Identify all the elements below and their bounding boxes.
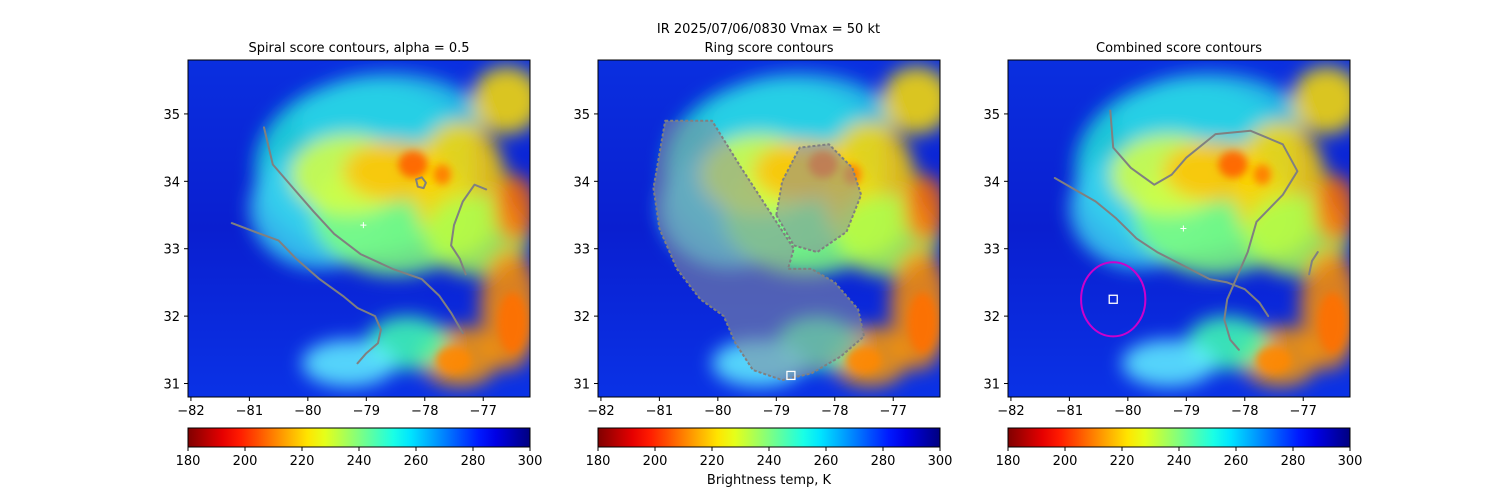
y-tick-label: 32: [573, 310, 590, 325]
ring-contour-region-1: [652, 119, 865, 382]
brightness-temp-image: [188, 60, 530, 397]
contour-line-3: [450, 183, 488, 276]
colorbar-tick-label: 220: [1110, 454, 1135, 469]
colorbar-gradient: [187, 427, 531, 448]
y-tick-label: 32: [983, 310, 1000, 325]
panel-title: Spiral score contours, alpha = 0.5: [248, 41, 469, 56]
y-tick-label: 34: [163, 175, 180, 190]
contour-line-2: [263, 126, 464, 334]
x-tick-label: −80: [294, 404, 321, 419]
y-tick-label: 31: [573, 378, 590, 393]
panel-2: Ring score contours −82 −81 −80 −79 −78 −77 31 3…: [573, 41, 941, 419]
x-tick-label: −78: [411, 404, 438, 419]
y-tick-label: 31: [163, 378, 180, 393]
colorbar-gradient: [597, 427, 941, 448]
colorbar-tick-label: 280: [871, 454, 896, 469]
x-tick-label: −80: [704, 404, 731, 419]
colorbar-tick-label: 200: [643, 454, 668, 469]
y-tick-label: 35: [573, 108, 590, 123]
colorbar-tick-label: 200: [1053, 454, 1078, 469]
x-tick-label: −81: [236, 404, 263, 419]
colorbar-tick-label: 180: [176, 454, 201, 469]
y-tick-label: 31: [983, 378, 1000, 393]
x-tick-label: −82: [997, 404, 1024, 419]
center-square-marker: [1108, 294, 1118, 304]
contour-line-3: [1308, 251, 1319, 276]
x-tick-label: −78: [1231, 404, 1258, 419]
x-tick-label: −78: [821, 404, 848, 419]
contour-line-1: [1053, 177, 1270, 318]
y-tick-label: 35: [163, 108, 180, 123]
x-tick-label: −77: [1290, 404, 1317, 419]
colorbar-tick-label: 300: [1338, 454, 1363, 469]
y-tick-label: 33: [163, 243, 180, 258]
colorbar-tick-label: 240: [347, 454, 372, 469]
y-tick-label: 34: [573, 175, 590, 190]
contour-line-2: [1109, 109, 1299, 351]
colorbar: 180 200 220 240 260 280 300: [996, 427, 1363, 469]
panel-title: Ring score contours: [704, 41, 833, 56]
brightness-temp-image: [1008, 60, 1350, 397]
search-radius-circle: [1080, 261, 1147, 338]
y-tick-label: 32: [163, 310, 180, 325]
colorbar-tick-label: 220: [290, 454, 315, 469]
colorbar-tick-label: 180: [586, 454, 611, 469]
contour-line-4: [415, 176, 427, 190]
colorbar-tick-label: 260: [814, 454, 839, 469]
x-tick-label: −79: [763, 404, 790, 419]
colorbar-tick-label: 260: [404, 454, 429, 469]
x-tick-label: −81: [1056, 404, 1083, 419]
colorbar-tick-label: 260: [1224, 454, 1249, 469]
x-tick-label: −82: [587, 404, 614, 419]
colorbar-tick-label: 220: [700, 454, 725, 469]
contour-line-1: [230, 222, 382, 365]
axes-frame: [1007, 59, 1351, 398]
colorbar-tick-label: 280: [1281, 454, 1306, 469]
x-tick-label: −79: [1173, 404, 1200, 419]
axes-frame: [597, 59, 941, 398]
colorbar-tick-label: 200: [233, 454, 258, 469]
panel-title: Combined score contours: [1096, 41, 1262, 56]
x-tick-label: −79: [353, 404, 380, 419]
x-tick-label: −81: [646, 404, 673, 419]
figure-suptitle: IR 2025/07/06/0830 Vmax = 50 kt: [656, 22, 881, 37]
colorbar-label: Brightness temp, K: [707, 473, 832, 488]
colorbar-gradient: [1007, 427, 1351, 448]
center-square-marker: [786, 370, 796, 381]
colorbar-tick-label: 180: [996, 454, 1021, 469]
x-tick-label: −77: [470, 404, 497, 419]
colorbar-tick-label: 280: [461, 454, 486, 469]
panel-3: Combined score contours −82 −81 −80 −79 −78 −7…: [983, 41, 1351, 419]
x-tick-label: −80: [1114, 404, 1141, 419]
colorbar-tick-label: 300: [928, 454, 953, 469]
center-plus-marker: [360, 222, 367, 229]
center-plus-marker: [1180, 225, 1187, 232]
y-tick-label: 35: [983, 108, 1000, 123]
colorbar-tick-label: 300: [518, 454, 543, 469]
colorbar: 180 200 220 240 260 280 300: [176, 427, 543, 469]
colorbar-tick-label: 240: [1167, 454, 1192, 469]
axes-frame: [187, 59, 531, 398]
colorbar: 180 200 220 240 260 280 300 Brightness temp, K: [586, 427, 953, 488]
y-tick-label: 34: [983, 175, 1000, 190]
ring-contour-region-2: [775, 143, 863, 254]
x-tick-label: −82: [177, 404, 204, 419]
panel-1: Spiral score contours, alpha = 0.5 −82 −81…: [163, 41, 531, 419]
x-tick-label: −77: [880, 404, 907, 419]
y-tick-label: 33: [573, 243, 590, 258]
colorbar-tick-label: 240: [757, 454, 782, 469]
y-tick-label: 33: [983, 243, 1000, 258]
